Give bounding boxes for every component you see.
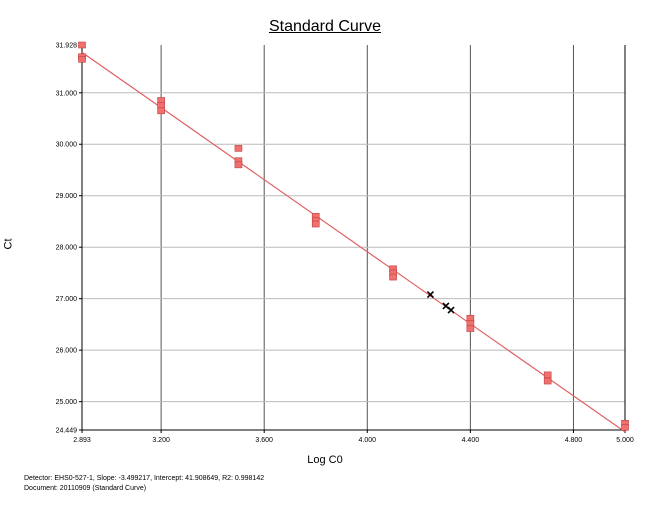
standard-point (78, 56, 86, 63)
standard-point (234, 145, 243, 152)
x-tick-label: 4.400 (462, 437, 480, 444)
standard-point (157, 107, 165, 115)
y-tick-label: 28.000 (56, 245, 78, 252)
standard-point (78, 41, 86, 49)
unknown-point (447, 306, 455, 314)
x-tick-label: 3.200 (152, 437, 170, 444)
standard-point (621, 424, 629, 431)
plot-area (82, 45, 625, 430)
y-tick-label: 27.000 (56, 296, 78, 303)
standard-point (466, 325, 475, 332)
chart-title: Standard Curve (268, 18, 382, 35)
y-tick-label: 29.000 (56, 193, 78, 200)
standard-point (543, 371, 552, 379)
regression-line (81, 51, 626, 433)
y-tick-label: 30.000 (56, 142, 78, 149)
standard-point (311, 220, 320, 228)
unknown-point-stroke (426, 290, 434, 299)
standard-point (543, 377, 552, 385)
standard-point (389, 273, 397, 281)
y-tick-label: 24.449 (56, 428, 78, 435)
footer-detector-line: Detector: EHS0-527-1, Slope: -3.499217, … (24, 475, 265, 482)
footer-document-line: Document: 20110909 (Standard Curve) (24, 485, 147, 492)
y-tick-label: 26.000 (56, 348, 78, 355)
x-tick-label: 4.000 (359, 437, 377, 444)
x-tick-label: 4.800 (565, 437, 583, 444)
y-tick-label: 31.928 (56, 43, 78, 50)
unknown-point-stroke (442, 302, 450, 310)
y-tick-label: 25.000 (56, 399, 78, 406)
x-tick-label: 5.000 (616, 437, 634, 444)
y-axis-label: Ct (2, 238, 15, 250)
standard-point (234, 161, 243, 169)
x-axis-label: Log C0 (307, 454, 343, 466)
x-tick-label: 2.893 (73, 437, 91, 444)
unknown-point (426, 290, 434, 299)
unknown-point-stroke (447, 306, 455, 314)
y-tick-label: 31.000 (56, 90, 78, 97)
x-tick-label: 3.600 (255, 437, 273, 444)
